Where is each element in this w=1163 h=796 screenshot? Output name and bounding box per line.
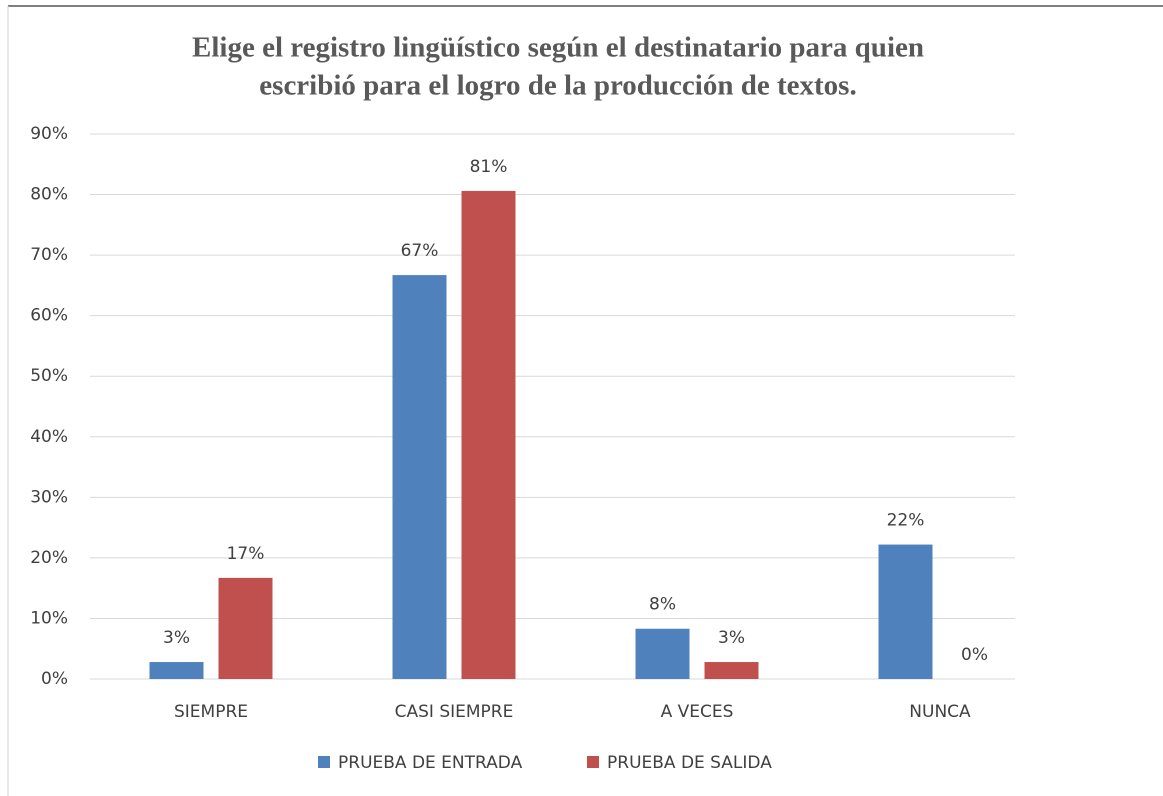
x-tick-label: CASI SIEMPRE [395,702,514,722]
bar [635,628,690,679]
data-label: 8% [649,595,676,615]
bar [704,662,759,679]
bar [878,544,933,679]
y-tick-label: 80% [30,185,68,205]
x-tick-label: NUNCA [909,702,971,722]
x-tick-label: A VECES [661,702,734,722]
y-tick-label: 10% [30,608,68,628]
y-tick-label: 50% [30,366,68,386]
bar [218,577,273,679]
y-tick-label: 0% [41,669,68,689]
chart-title: escribió para el logro de la producción … [259,70,856,102]
data-label: 3% [163,628,190,648]
y-tick-label: 70% [30,245,68,265]
y-tick-label: 90% [30,124,68,144]
legend-swatch [318,756,330,768]
legend-label: PRUEBA DE SALIDA [607,753,772,773]
bar [149,662,204,679]
data-label: 3% [718,628,745,648]
y-tick-label: 40% [30,427,68,447]
legend-swatch [587,756,599,768]
data-label: 17% [227,544,265,564]
data-label: 67% [401,241,439,261]
y-tick-label: 20% [30,548,68,568]
data-label: 22% [887,511,925,531]
bar [392,275,447,679]
y-tick-label: 30% [30,487,68,507]
bar [461,190,516,679]
y-tick-label: 60% [30,306,68,326]
x-tick-label: SIEMPRE [174,702,248,722]
data-label: 81% [470,157,508,177]
data-label: 0% [961,645,988,665]
legend-label: PRUEBA DE ENTRADA [338,753,523,773]
chart-title: Elige el registro lingüístico según el d… [192,32,924,64]
